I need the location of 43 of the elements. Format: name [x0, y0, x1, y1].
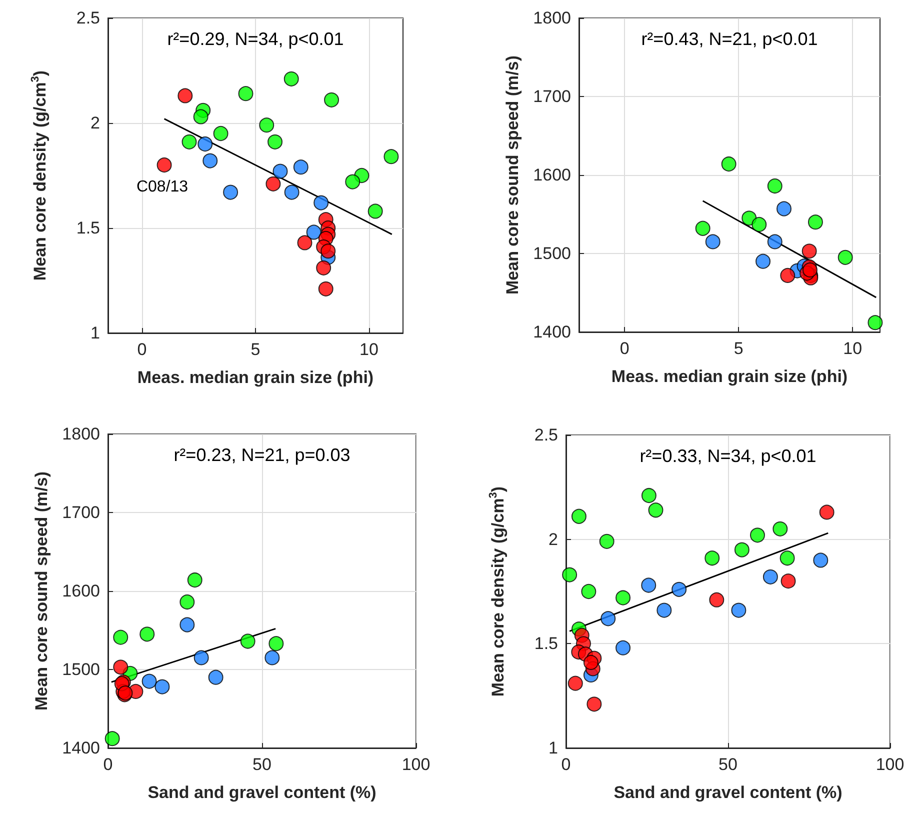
annotation: r²=0.29, N=34, p<0.01 [167, 29, 344, 49]
x-axis-title: Meas. median grain size (phi) [611, 367, 848, 386]
y-tick-label: 1700 [533, 87, 571, 106]
y-tick-label: 2.5 [76, 8, 100, 28]
annotation: r²=0.33, N=34, p<0.01 [640, 446, 816, 466]
y-tick-label: 1400 [62, 738, 100, 758]
y-axis-title: Mean core sound speed (m/s) [32, 472, 51, 710]
x-tick-label: 50 [718, 755, 738, 774]
y-tick-label: 1500 [533, 244, 571, 263]
y-tick-label: 2.5 [534, 426, 558, 444]
x-tick-label: 0 [620, 339, 630, 358]
y-tick-label: 1500 [62, 660, 100, 679]
x-axis-title: Sand and gravel content (%) [614, 783, 842, 802]
y-axis-title: Mean core density (g/cm3) [488, 486, 508, 697]
y-tick-label: 1700 [62, 503, 100, 522]
y-tick-label: 1600 [62, 582, 100, 600]
y-tick-label: 2 [90, 114, 100, 132]
x-tick-label: 5 [734, 339, 744, 358]
y-axis-title: Mean core density (g/cm3) [30, 70, 50, 281]
x-tick-label: 100 [402, 755, 430, 774]
x-tick-label: 5 [250, 340, 260, 359]
x-tick-label: 10 [360, 340, 378, 359]
x-tick-label: 100 [876, 755, 904, 774]
annotation: r²=0.23, N=21, p=0.03 [174, 445, 350, 465]
y-tick-label: 1800 [533, 8, 571, 28]
annotation: r²=0.43, N=21, p<0.01 [641, 29, 818, 49]
y-tick-label: 1600 [533, 166, 571, 184]
y-tick-label: 2 [548, 530, 558, 549]
y-tick-label: 1.5 [534, 634, 558, 654]
y-tick-label: 1.5 [76, 218, 100, 238]
annotation: C08/13 [136, 178, 188, 196]
x-axis-title: Meas. median grain size (phi) [137, 368, 374, 387]
x-tick-label: 0 [103, 755, 113, 774]
x-tick-label: 10 [843, 339, 862, 358]
y-axis-title: Mean core sound speed (m/s) [503, 56, 522, 294]
y-tick-label: 1 [90, 324, 100, 342]
y-tick-label: 1800 [62, 424, 100, 444]
x-tick-label: 50 [252, 755, 272, 774]
y-tick-label: 1400 [533, 322, 571, 342]
y-tick-label: 1 [548, 738, 558, 758]
x-tick-label: 0 [561, 755, 571, 774]
x-tick-label: 0 [137, 340, 147, 359]
x-axis-title: Sand and gravel content (%) [148, 783, 376, 802]
